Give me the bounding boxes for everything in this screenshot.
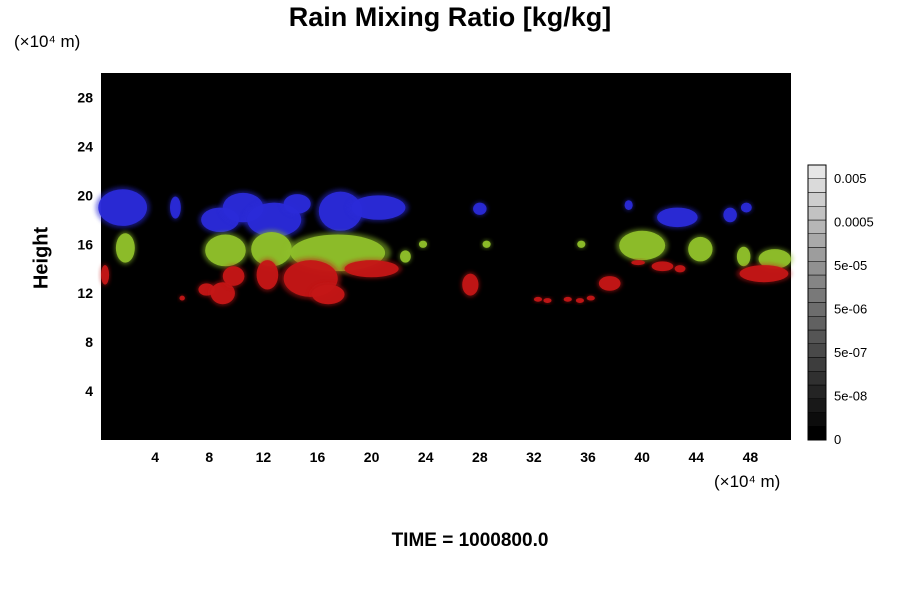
feature-cell	[222, 266, 245, 286]
colorbar-swatch	[807, 357, 827, 372]
feature-cell	[210, 282, 235, 305]
feature-cell	[98, 189, 147, 226]
y-axis-unit: (×10⁴ m)	[14, 32, 81, 51]
feature-cell	[283, 194, 311, 214]
colorbar-swatch	[807, 247, 827, 262]
colorbar-swatch	[807, 343, 827, 358]
feature-cell	[351, 195, 406, 220]
feature-cell	[736, 246, 751, 267]
colorbar-label: 5e-07	[834, 345, 867, 360]
colorbar-swatch	[807, 384, 827, 399]
colorbar-label: 5e-05	[834, 258, 867, 273]
feature-cell	[624, 200, 633, 211]
feature-cell	[631, 260, 645, 266]
y-tick-label: 20	[77, 187, 93, 203]
x-tick-label: 36	[580, 449, 596, 465]
feature-cell	[758, 249, 791, 269]
x-tick-label: 24	[418, 449, 434, 465]
x-tick-label: 28	[472, 449, 488, 465]
colorbar-swatch	[807, 316, 827, 331]
y-tick-label: 12	[77, 285, 93, 301]
colorbar-swatch	[807, 398, 827, 413]
feature-cell	[651, 261, 674, 272]
feature-cell	[115, 233, 135, 263]
feature-cell	[101, 265, 110, 285]
colorbar-swatch	[807, 178, 827, 193]
colorbar-swatch	[807, 426, 827, 441]
time-label: TIME = 1000800.0	[391, 530, 549, 551]
feature-cell	[251, 232, 292, 267]
x-tick-label: 32	[526, 449, 542, 465]
x-axis-unit: (×10⁴ m)	[714, 472, 781, 491]
feature-cell	[586, 295, 595, 301]
y-tick-label: 24	[77, 138, 93, 154]
colorbar-swatch	[807, 371, 827, 386]
feature-cell	[598, 276, 621, 291]
feature-cell	[575, 298, 584, 303]
feature-cell	[657, 207, 698, 228]
colorbar-swatch	[807, 288, 827, 303]
feature-cell	[739, 265, 789, 283]
chart-title: Rain Mixing Ratio [kg/kg]	[288, 2, 612, 32]
feature-cell	[740, 202, 752, 213]
x-tick-label: 16	[310, 449, 326, 465]
x-tick-label: 4	[151, 449, 159, 465]
colorbar-swatch	[807, 164, 827, 179]
feature-cell	[482, 240, 491, 248]
colorbar-swatch	[807, 261, 827, 276]
feature-cell	[400, 250, 411, 263]
colorbar-swatch	[807, 219, 827, 234]
colorbar-swatch	[807, 206, 827, 221]
x-tick-label: 48	[743, 449, 759, 465]
feature-cell	[205, 234, 246, 267]
colorbar-swatch	[807, 302, 827, 317]
feature-cell	[533, 296, 543, 302]
feature-cell	[619, 230, 666, 261]
colorbar-swatch	[807, 274, 827, 289]
feature-cell	[170, 196, 181, 219]
feature-cell	[179, 295, 185, 301]
feature-cell	[473, 202, 487, 215]
colorbar-label: 5e-06	[834, 302, 867, 317]
feature-cell	[723, 207, 737, 223]
x-tick-label: 20	[364, 449, 380, 465]
x-tick-label: 40	[634, 449, 650, 465]
x-tick-label: 8	[205, 449, 213, 465]
colorbar-swatch	[807, 329, 827, 344]
x-tick-label: 12	[256, 449, 272, 465]
feature-cell	[543, 298, 552, 303]
feature-cell	[462, 273, 479, 296]
feature-cell	[577, 240, 586, 248]
colorbar-swatch	[807, 192, 827, 207]
feature-cell	[418, 240, 428, 248]
colorbar-label: 0	[834, 432, 841, 447]
y-tick-label: 4	[85, 383, 93, 399]
colorbar-label: 0.0005	[834, 215, 874, 230]
colorbar-swatch	[807, 233, 827, 248]
y-tick-label: 8	[85, 334, 93, 350]
colorbar-swatch	[807, 412, 827, 427]
feature-cell	[256, 260, 279, 290]
colorbar-frame	[807, 164, 827, 441]
feature-cell	[563, 296, 572, 302]
colorbar-label: 5e-08	[834, 389, 867, 404]
y-tick-label: 16	[77, 236, 93, 252]
feature-cell	[674, 265, 686, 273]
colorbar-label: 0.005	[834, 171, 867, 186]
y-tick-label: 28	[77, 89, 93, 105]
feature-cell	[688, 236, 713, 262]
feature-cell	[312, 284, 345, 305]
feature-cell	[344, 260, 399, 278]
x-tick-label: 44	[689, 449, 705, 465]
y-axis-label: Height	[30, 226, 53, 290]
